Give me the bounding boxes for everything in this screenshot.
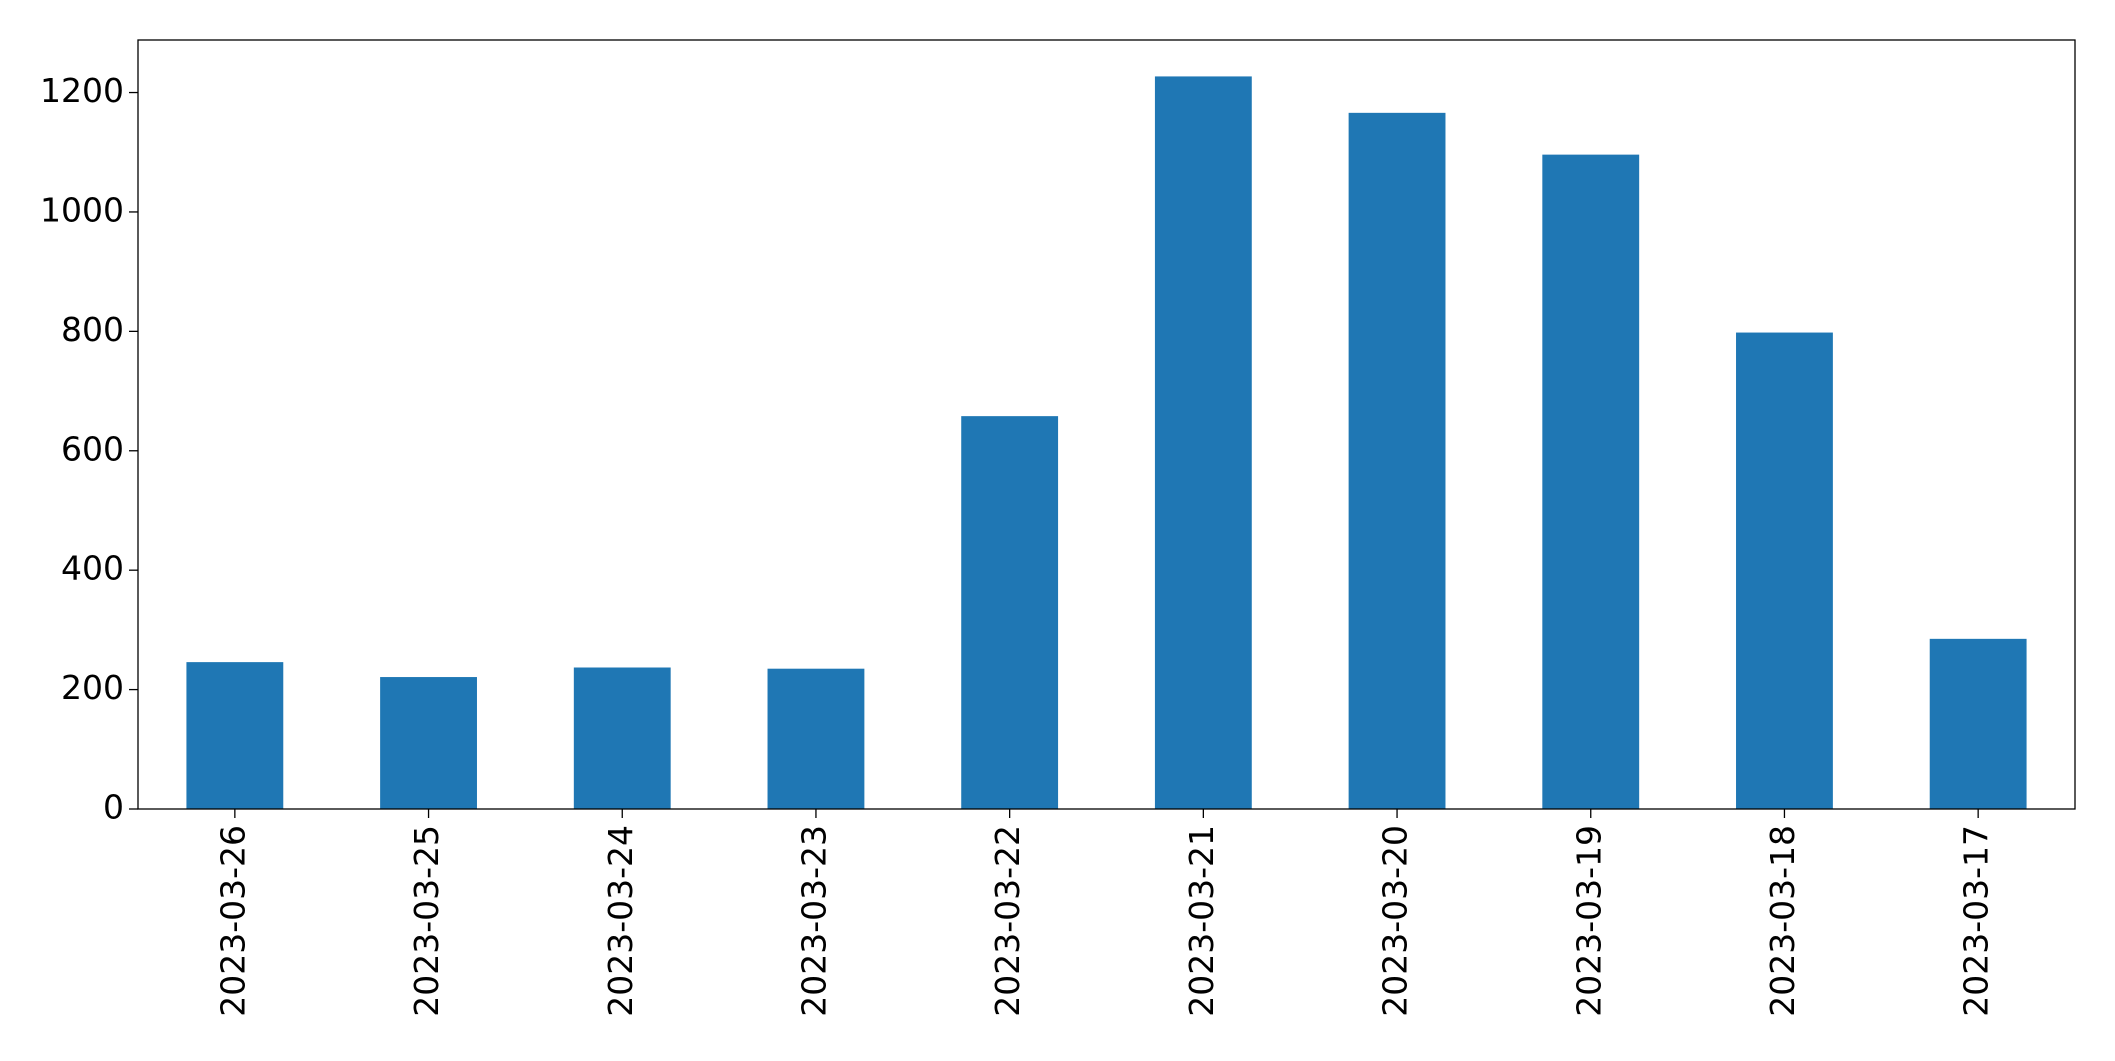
x-tick-label: 2023-03-18 bbox=[1763, 825, 1802, 1017]
x-tick-label: 2023-03-26 bbox=[213, 825, 252, 1017]
y-tick-label: 600 bbox=[61, 429, 124, 468]
bar bbox=[1929, 638, 2027, 809]
y-tick-label: 0 bbox=[103, 788, 124, 827]
x-tick-label: 2023-03-19 bbox=[1569, 825, 1608, 1017]
x-tick-label: 2023-03-22 bbox=[988, 825, 1027, 1017]
y-tick-label: 1000 bbox=[40, 190, 124, 229]
bar bbox=[961, 416, 1059, 809]
y-tick-label: 1200 bbox=[40, 71, 124, 110]
x-tick-label: 2023-03-25 bbox=[407, 825, 446, 1017]
x-tick-label: 2023-03-21 bbox=[1182, 825, 1221, 1017]
y-tick-label: 400 bbox=[61, 549, 124, 588]
x-tick-label: 2023-03-17 bbox=[1957, 825, 1996, 1017]
y-tick-label: 800 bbox=[61, 310, 124, 349]
bar bbox=[1542, 154, 1640, 809]
x-tick-label: 2023-03-23 bbox=[794, 825, 833, 1017]
bar bbox=[1348, 112, 1446, 809]
x-tick-label: 2023-03-20 bbox=[1376, 825, 1415, 1017]
bar bbox=[186, 662, 284, 809]
bar bbox=[1736, 332, 1833, 809]
bar bbox=[380, 677, 477, 809]
y-tick-label: 200 bbox=[61, 668, 124, 707]
bar bbox=[1154, 76, 1252, 809]
bar bbox=[767, 668, 865, 809]
axes-frame bbox=[137, 39, 2076, 810]
x-tick-label: 2023-03-24 bbox=[601, 825, 640, 1017]
bar bbox=[573, 667, 671, 809]
